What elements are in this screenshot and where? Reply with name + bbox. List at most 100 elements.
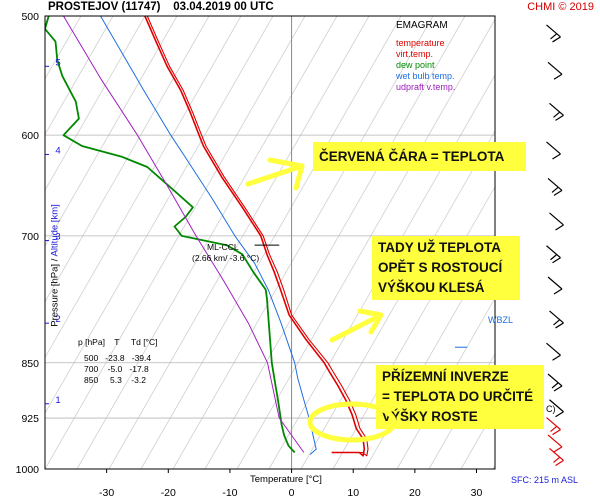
table-cell: -17.8 [129, 364, 149, 374]
y-axis-title: Pressure [hPa] / Altitude [km] [50, 166, 61, 366]
temperature-tick-label: -30 [99, 487, 114, 499]
wind-barb [551, 186, 559, 193]
wind-barb [550, 33, 557, 40]
wind-barb [552, 429, 561, 436]
skew-gridline [76, 16, 338, 469]
table-cell: -5.0 [107, 364, 123, 374]
wind-barb [553, 189, 563, 196]
callout-line: OPĚT S ROSTOUCÍ [378, 260, 503, 275]
decorations [254, 244, 468, 348]
wind-barb [549, 102, 564, 116]
skew-gridline [236, 18, 495, 469]
skew-gridline [45, 16, 146, 192]
pressure-label: Pressure [hPa] [49, 263, 61, 327]
wind-barb [547, 61, 563, 75]
axis-label-separator: / [49, 258, 61, 262]
skew-gridline [45, 16, 210, 303]
wind-barb [547, 276, 563, 290]
wind-barb [553, 73, 563, 80]
legend-temperature: temperature [396, 38, 445, 48]
series-line-udpraft-v-temp [63, 16, 305, 453]
pressure-tick-label: 850 [21, 358, 39, 370]
pressure-tick-label: 500 [21, 11, 39, 23]
credit-text: CHMI © 2019 [527, 1, 594, 13]
table-cell: -3.2 [131, 375, 146, 385]
callout-temperature-decrease: TADY UŽ TEPLOTA OPĚT S ROSTOUCÍ VÝŠKOU K… [372, 236, 520, 300]
skew-gridline [45, 16, 242, 359]
legend-updraft: udpraft v.temp. [396, 82, 456, 92]
table-cell: 700 [84, 364, 99, 374]
wind-barb [552, 153, 561, 160]
table-row: 500 -23.8 -39.4 [84, 353, 151, 363]
wind-barb [546, 245, 561, 259]
skew-gridline [589, 16, 600, 469]
wind-barb [553, 446, 563, 453]
x-axis-title: Temperature [°C] [250, 474, 322, 485]
table-row: 700 -5.0 -17.8 [84, 364, 149, 374]
skew-gridline [45, 16, 274, 415]
legend-dew-point: dew point [396, 60, 435, 70]
wind-barb [553, 456, 560, 463]
callout-line: VÝŠKY ROSTE [382, 409, 478, 424]
wbzl-label: WBZL [488, 315, 514, 325]
callout-line: = TEPLOTA DO URČITÉ [382, 389, 534, 404]
surface-elevation: SFC: 215 m ASL [511, 475, 579, 485]
temperature-tick-label: 10 [347, 487, 359, 499]
temperature-tick-label: -10 [222, 487, 237, 499]
temperature-tick-label: -20 [161, 487, 176, 499]
ccl-label: ML-CCL [207, 242, 239, 252]
table-cell: -23.8 [105, 353, 125, 363]
legend-title: EMAGRAM [396, 20, 448, 31]
wind-barb [550, 426, 557, 433]
wind-barb [552, 354, 561, 361]
wind-barbs [546, 24, 564, 466]
sounding-datetime: 03.04.2019 00 UTC [173, 1, 274, 13]
wind-barb [549, 447, 564, 461]
table-cell: 5.3 [110, 375, 122, 385]
altitude-tick-label: 3 [55, 232, 60, 243]
wind-barb [553, 288, 563, 295]
wind-barb [546, 24, 561, 38]
wind-barb [550, 254, 557, 261]
wind-barb [555, 224, 564, 231]
wind-barb [546, 417, 561, 431]
wind-barb [546, 342, 561, 356]
temperature-tick-label: 30 [471, 487, 483, 499]
pressure-tick-label: 1000 [16, 464, 40, 476]
wind-barb [555, 322, 564, 329]
wind-barb [551, 382, 559, 389]
altitude-tick-label: 4 [55, 145, 60, 156]
skew-gridline [45, 16, 306, 469]
wind-barb [549, 212, 564, 226]
skew-gridline [140, 16, 402, 469]
table-row: 850 5.3 -3.2 [84, 375, 146, 385]
station-title: PROSTEJOV (11747) 03.04.2019 00 UTC [48, 1, 274, 13]
table-col-p: p [hPa] [78, 337, 105, 347]
wind-barb [552, 36, 561, 43]
pressure-tick-label: 700 [21, 231, 39, 243]
wind-barb [555, 411, 564, 418]
clipped-label-c: C) [546, 404, 556, 414]
wind-barb [553, 319, 560, 326]
wind-barb [553, 111, 560, 118]
wind-barb [549, 310, 564, 324]
pressure-tick-label: 925 [21, 413, 39, 425]
skew-gridline [45, 16, 178, 247]
altitude-tick-label: 2 [55, 314, 60, 325]
callout-red-line: ČERVENÁ ČÁRA = TEPLOTA [313, 142, 526, 171]
pressure-tick-label: 600 [21, 130, 39, 142]
skew-gridline [204, 16, 466, 469]
legend-virt-temp: virt.temp. [396, 49, 434, 59]
wind-barb [547, 434, 563, 448]
callout-line: TADY UŽ TEPLOTA [378, 240, 501, 255]
callout-surface-inversion: PŘÍZEMNÍ INVERZE = TEPLOTA DO URČITÉ VÝŠ… [376, 365, 544, 429]
wind-barb [553, 385, 563, 392]
callout-line: PŘÍZEMNÍ INVERZE [382, 369, 509, 384]
wind-barb [555, 114, 564, 121]
ccl-value: (2.66 km/ -3.6 °C) [192, 253, 260, 263]
wind-barb [552, 257, 561, 264]
table-cell: 500 [84, 353, 99, 363]
table-cell: 850 [84, 375, 99, 385]
